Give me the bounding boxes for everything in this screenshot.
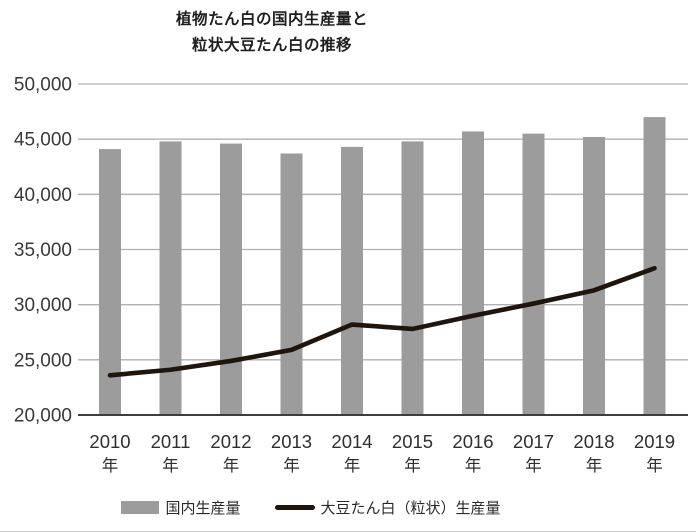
bar-2014 <box>341 146 363 415</box>
x-tick-year-label: 2018 <box>573 431 614 452</box>
x-tick-suffix-label: 年 <box>525 456 542 475</box>
x-tick-year-label: 2015 <box>392 431 433 452</box>
bar-2016 <box>462 131 484 415</box>
x-tick-suffix-label: 年 <box>586 456 603 475</box>
x-tick-year-label: 2019 <box>634 431 675 452</box>
x-tick-year-label: 2016 <box>452 431 493 452</box>
x-tick-year-label: 2010 <box>89 431 130 452</box>
chart-title-line1: 植物たん白の国内生産量と <box>175 9 368 28</box>
x-tick-year-label: 2013 <box>271 431 312 452</box>
x-tick-suffix-label: 年 <box>404 456 421 475</box>
line-swatch-icon <box>274 505 315 510</box>
legend-bar-label: 国内生産量 <box>165 500 241 517</box>
x-tick-suffix-label: 年 <box>344 456 361 475</box>
bar-2011 <box>159 141 182 415</box>
bar-2010 <box>99 149 121 415</box>
legend-line-label: 大豆たん白（粒状）生産量 <box>320 500 501 517</box>
bar-2018 <box>583 136 605 415</box>
x-tick-suffix-label: 年 <box>283 456 300 475</box>
x-tick-suffix-label: 年 <box>223 456 240 475</box>
y-tick-label: 20,000 <box>14 406 72 427</box>
line-series <box>107 265 657 378</box>
x-tick-suffix-label: 年 <box>465 456 482 475</box>
chart-legend: 国内生産量 大豆たん白（粒状）生産量 <box>0 497 622 518</box>
bar-2013 <box>280 153 303 415</box>
chart-title: 植物たん白の国内生産量と 粒状大豆たん白の推移 <box>0 6 544 58</box>
bar-2012 <box>220 143 242 415</box>
bar-2017 <box>522 133 545 415</box>
x-tick-suffix-label: 年 <box>646 456 663 475</box>
x-tick-year-label: 2012 <box>210 431 251 452</box>
x-tick-suffix-label: 年 <box>102 456 119 475</box>
bar-swatch-icon <box>121 501 160 514</box>
x-tick-year-label: 2014 <box>331 431 372 452</box>
bar-2015 <box>401 141 424 415</box>
y-tick-label: 45,000 <box>14 130 72 151</box>
x-tick-year-label: 2017 <box>513 431 554 452</box>
y-tick-label: 35,000 <box>14 240 72 261</box>
chart-title-line2: 粒状大豆たん白の推移 <box>191 35 352 54</box>
y-tick-label: 40,000 <box>14 185 72 206</box>
legend-item-line: 大豆たん白（粒状）生産量 <box>274 497 501 518</box>
y-tick-label: 25,000 <box>14 350 72 371</box>
x-tick-suffix-label: 年 <box>162 456 179 475</box>
x-tick-year-label: 2011 <box>151 431 191 452</box>
y-tick-label: 30,000 <box>14 295 72 316</box>
y-tick-label: 50,000 <box>14 75 72 96</box>
legend-item-bar: 国内生産量 <box>121 497 241 518</box>
